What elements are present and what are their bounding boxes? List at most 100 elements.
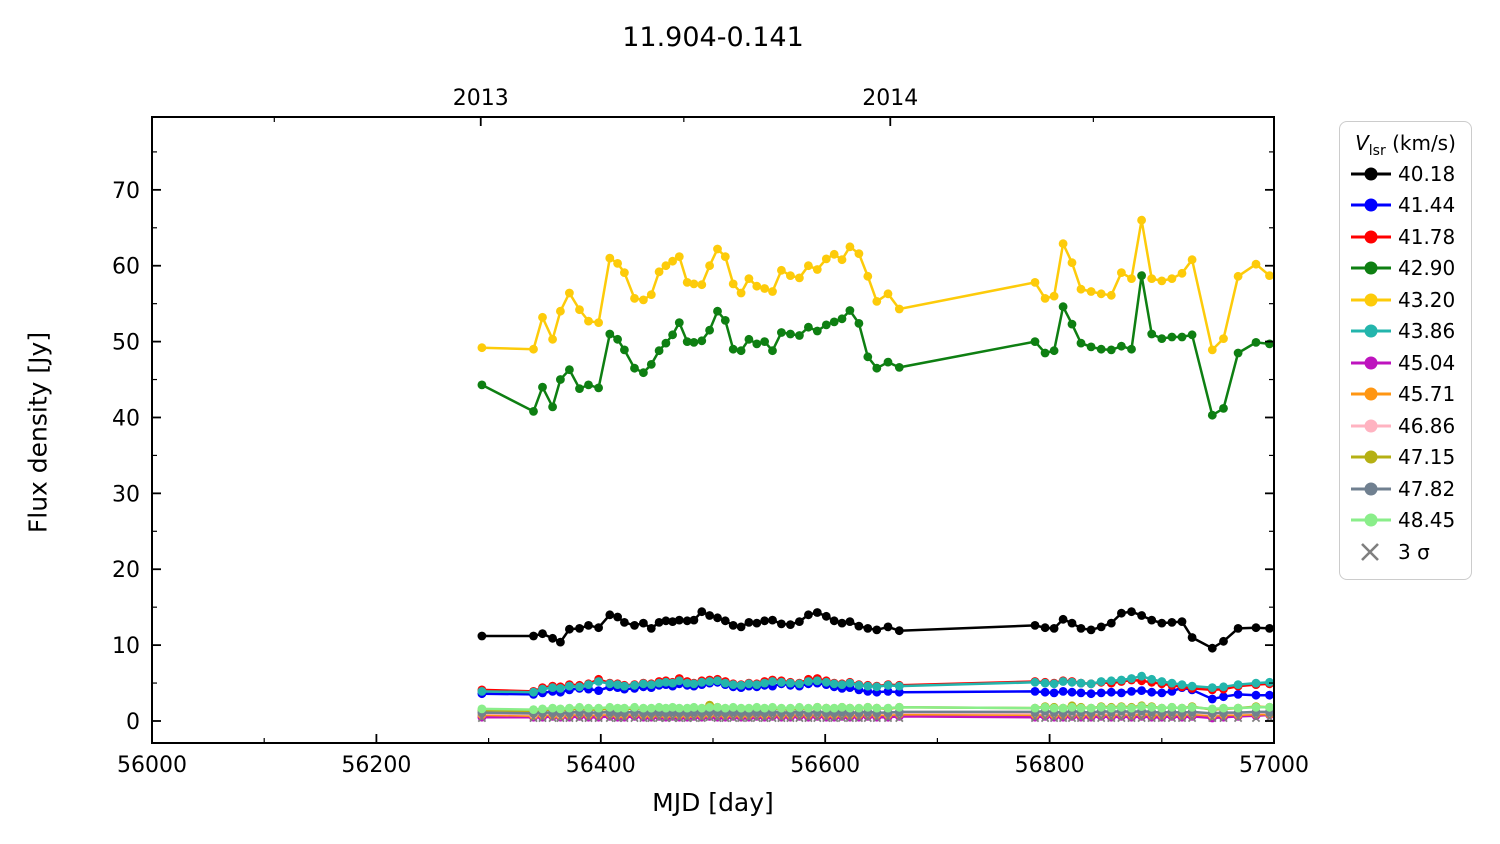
series-markers-43.86 [477,671,1274,697]
data-point-48.45 [654,702,664,712]
data-point-42.90 [674,318,684,327]
data-point-48.45 [1049,703,1059,713]
data-point-40.18 [1086,625,1096,635]
legend-item-label: 43.20 [1398,287,1456,312]
data-point-48.45 [752,702,762,712]
data-point-40.18 [674,615,684,625]
data-point-48.45 [1157,703,1167,713]
data-point-45.71 [1276,711,1285,720]
legend-item-label: 47.15 [1398,445,1456,470]
sigma-x-icon [895,713,904,723]
data-point-43.86 [1137,671,1146,681]
data-point-43.20 [1049,291,1059,301]
data-point-40.18 [682,616,692,626]
y-tick-label: 10 [112,634,140,659]
data-point-43.20 [565,288,574,298]
data-point-43.20 [668,256,677,266]
data-point-41.44 [1251,690,1261,700]
legend-item-42.90: 42.90 [1340,253,1471,285]
data-point-48.45 [786,703,795,713]
data-point-42.90 [639,368,648,378]
data-point-48.45 [613,703,622,713]
data-point-48.45 [1127,703,1136,713]
data-point-43.86 [1040,678,1050,688]
data-point-43.86 [639,679,648,689]
data-point-42.90 [1058,302,1068,312]
data-point-40.18 [697,607,707,617]
legend-dot [1364,482,1378,496]
series-markers-40.18 [477,607,1274,653]
legend-item-label: 46.86 [1398,413,1456,438]
data-point-40.18 [1177,617,1187,626]
data-point-43.20 [584,316,593,326]
data-point-43.86 [565,681,574,691]
legend-item-label: 42.90 [1398,256,1456,281]
sigma-x-icon [1086,713,1096,723]
data-point-48.45 [1096,702,1106,712]
data-point-43.20 [744,274,754,283]
data-point-41.44 [1219,692,1228,702]
x-tick-label: 56000 [117,753,187,778]
data-point-41.44 [1067,687,1077,697]
data-point-40.18 [556,637,565,647]
data-point-43.86 [613,680,622,689]
data-point-47.15 [1276,704,1285,713]
data-point-42.90 [1049,346,1059,356]
data-point-48.45 [646,703,656,713]
data-point-41.44 [1276,690,1285,699]
data-point-40.18 [575,624,584,633]
data-point-42.90 [689,338,699,347]
data-point-41.44 [1049,688,1059,698]
data-point-43.86 [713,676,722,686]
legend-marker-icon [1351,167,1391,181]
data-point-42.90 [795,331,804,340]
legend-item-label: 43.86 [1398,319,1456,344]
data-point-40.18 [689,615,699,625]
data-point-42.90 [863,352,873,362]
data-point-40.18 [829,616,839,626]
data-point-43.86 [1233,680,1243,689]
data-point-43.20 [812,265,822,274]
data-point-43.86 [630,680,639,690]
data-point-40.18 [736,622,746,632]
data-point-43.86 [760,678,769,688]
sigma-x-icon [854,713,864,723]
legend-dot [1364,293,1378,307]
data-point-48.45 [674,703,684,713]
data-point-41.44 [1086,689,1096,699]
data-point-42.90 [837,314,847,324]
legend-marker-icon [1351,419,1391,433]
data-point-43.86 [1086,679,1096,689]
data-point-42.90 [556,375,565,384]
data-point-43.20 [894,304,904,314]
data-point-48.45 [1276,704,1285,713]
legend-item-41.78: 41.78 [1340,221,1471,253]
data-point-42.90 [538,382,547,392]
data-point-43.20 [1219,334,1228,343]
sigma-x-icon [1177,713,1187,723]
data-point-40.18 [646,624,656,633]
data-point-43.20 [713,244,722,254]
sigma-x-icon [529,713,538,723]
legend-item-47.82: 47.82 [1340,473,1471,505]
data-point-43.20 [829,249,839,259]
sigma-x-icon [777,713,786,723]
legend-item-43.86: 43.86 [1340,316,1471,348]
data-point-43.20 [1137,215,1146,225]
data-point-42.90 [1219,404,1228,413]
series-group [477,215,1285,723]
sigma-x-icon [1208,713,1217,723]
y-tick-label: 70 [112,179,140,204]
data-point-41.44 [1233,690,1243,699]
data-point-43.86 [863,681,873,691]
data-point-43.86 [654,678,664,688]
data-point-40.18 [837,618,847,628]
data-point-40.18 [630,621,639,630]
data-point-42.90 [1076,338,1086,348]
data-point-48.45 [777,703,786,713]
data-point-48.45 [744,703,754,713]
data-point-42.90 [646,360,656,369]
sigma-x-icon [1030,713,1040,723]
data-point-48.45 [812,702,822,712]
data-point-48.45 [1086,703,1096,713]
